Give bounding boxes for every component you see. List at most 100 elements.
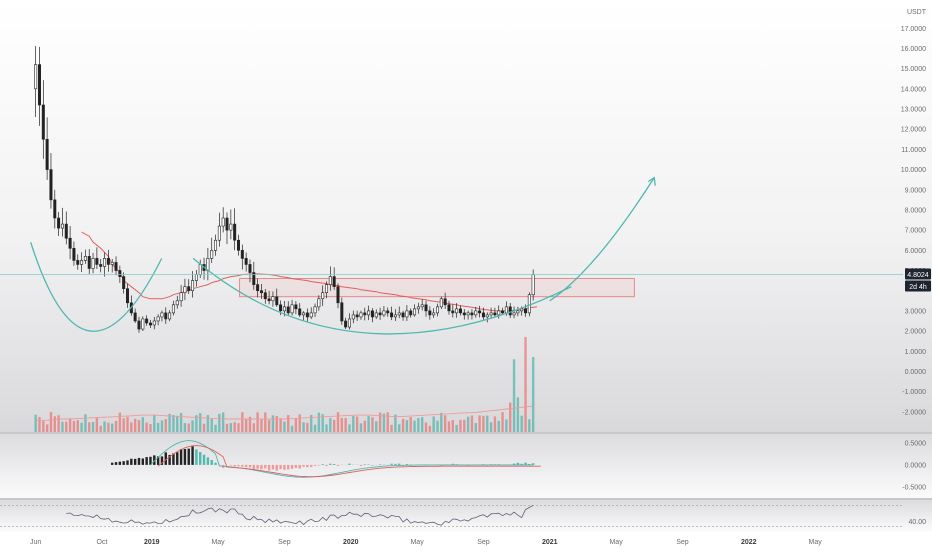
- volume-bar: [73, 421, 75, 432]
- macd-tick-label: 0.5000: [905, 440, 927, 447]
- price-tick-label: 10.0000: [901, 167, 926, 174]
- candle-body: [96, 258, 98, 264]
- candle-body: [92, 258, 94, 268]
- macd-histogram-bar: [119, 462, 121, 465]
- volume-bar: [417, 418, 419, 432]
- macd-histogram-bar: [283, 465, 285, 470]
- time-tick-label: Sep: [676, 539, 689, 546]
- price-tick-label: 11.0000: [901, 147, 926, 154]
- volume-bar: [364, 421, 366, 432]
- volume-bar: [218, 414, 220, 432]
- volume-bar: [96, 418, 98, 432]
- volume-bar: [126, 417, 128, 432]
- candle-body: [352, 315, 354, 319]
- candle-body: [421, 305, 423, 307]
- volume-bar: [276, 416, 278, 432]
- time-tick-label: May: [211, 539, 225, 546]
- candle-body: [532, 274, 534, 294]
- volume-bar: [471, 415, 473, 432]
- candle-body: [73, 248, 75, 260]
- candle-body: [233, 224, 235, 240]
- candle-body: [387, 311, 389, 313]
- volume-bar: [356, 417, 358, 432]
- volume-bar: [180, 413, 182, 432]
- price-tick-label: 15.0000: [901, 66, 926, 73]
- macd-histogram-bar: [337, 465, 339, 466]
- candle-body: [184, 287, 186, 293]
- volume-bar: [61, 422, 63, 432]
- macd-histogram-bar: [249, 465, 251, 468]
- candle-body: [494, 313, 496, 315]
- volume-bar: [230, 423, 232, 432]
- macd-histogram-bar: [333, 464, 335, 465]
- volume-bar: [203, 424, 205, 432]
- candle-body: [344, 321, 346, 327]
- candle-body: [410, 311, 412, 315]
- candle-body: [249, 264, 251, 272]
- macd-histogram-bar: [211, 460, 213, 465]
- price-tick-label: 3.0000: [905, 308, 927, 315]
- candle-body: [375, 313, 377, 317]
- candle-body: [501, 311, 503, 313]
- volume-bar: [226, 424, 228, 432]
- volume-bar: [46, 424, 48, 432]
- candle-body: [517, 311, 519, 313]
- candle-body: [126, 289, 128, 303]
- time-tick-label: Oct: [97, 539, 108, 546]
- macd-histogram-bar: [245, 465, 247, 467]
- candle-body: [490, 313, 492, 315]
- volume-bar: [520, 416, 522, 432]
- price-tick-label: 0.0000: [905, 369, 927, 376]
- candle-body: [180, 293, 182, 301]
- volume-bar: [65, 422, 67, 432]
- countdown-label: 2d 4h: [909, 284, 927, 291]
- volume-bar: [432, 416, 434, 432]
- candle-body: [161, 313, 163, 317]
- volume-bar: [501, 412, 503, 432]
- macd-histogram-bar: [256, 465, 258, 469]
- volume-bar: [387, 412, 389, 432]
- price-tick-label: 7.0000: [905, 228, 927, 235]
- volume-bar: [509, 403, 511, 432]
- volume-bar: [157, 423, 159, 432]
- volume-bar: [100, 426, 102, 432]
- volume-bar: [165, 419, 167, 432]
- volume-bar: [237, 423, 239, 432]
- volume-bar: [50, 412, 52, 432]
- volume-bar: [329, 418, 331, 432]
- candle-body: [291, 305, 293, 313]
- macd-histogram-bar: [287, 465, 289, 470]
- macd-histogram-bar: [260, 465, 262, 469]
- volume-bar: [253, 423, 255, 432]
- candle-body: [287, 307, 289, 313]
- candle-body: [46, 139, 48, 169]
- price-tick-label: 1.0000: [905, 349, 927, 356]
- candle-body: [413, 309, 415, 315]
- volume-bar: [467, 417, 469, 432]
- candle-body: [57, 218, 59, 228]
- candle-body: [329, 277, 331, 285]
- volume-bar: [80, 423, 82, 432]
- volume-bar: [475, 423, 477, 432]
- candle-body: [417, 307, 419, 309]
- candle-body: [459, 309, 461, 313]
- volume-bar: [153, 415, 155, 432]
- time-tick-label: Jun: [30, 539, 41, 546]
- candle-body: [100, 264, 102, 266]
- volume-bar: [463, 420, 465, 432]
- candle-body: [42, 105, 44, 139]
- candle-body: [486, 315, 488, 317]
- volume-bar: [406, 420, 408, 432]
- price-tick-label: 17.0000: [901, 26, 926, 33]
- volume-bar: [299, 414, 301, 432]
- macd-histogram-bar: [253, 465, 255, 469]
- candle-body: [440, 299, 442, 307]
- candle-body: [245, 258, 247, 264]
- volume-bar: [69, 418, 71, 432]
- volume-bar: [38, 417, 40, 432]
- macd-histogram-bar: [176, 452, 178, 465]
- candle-body: [268, 299, 270, 301]
- candle-body: [230, 224, 232, 230]
- volume-bar: [410, 417, 412, 432]
